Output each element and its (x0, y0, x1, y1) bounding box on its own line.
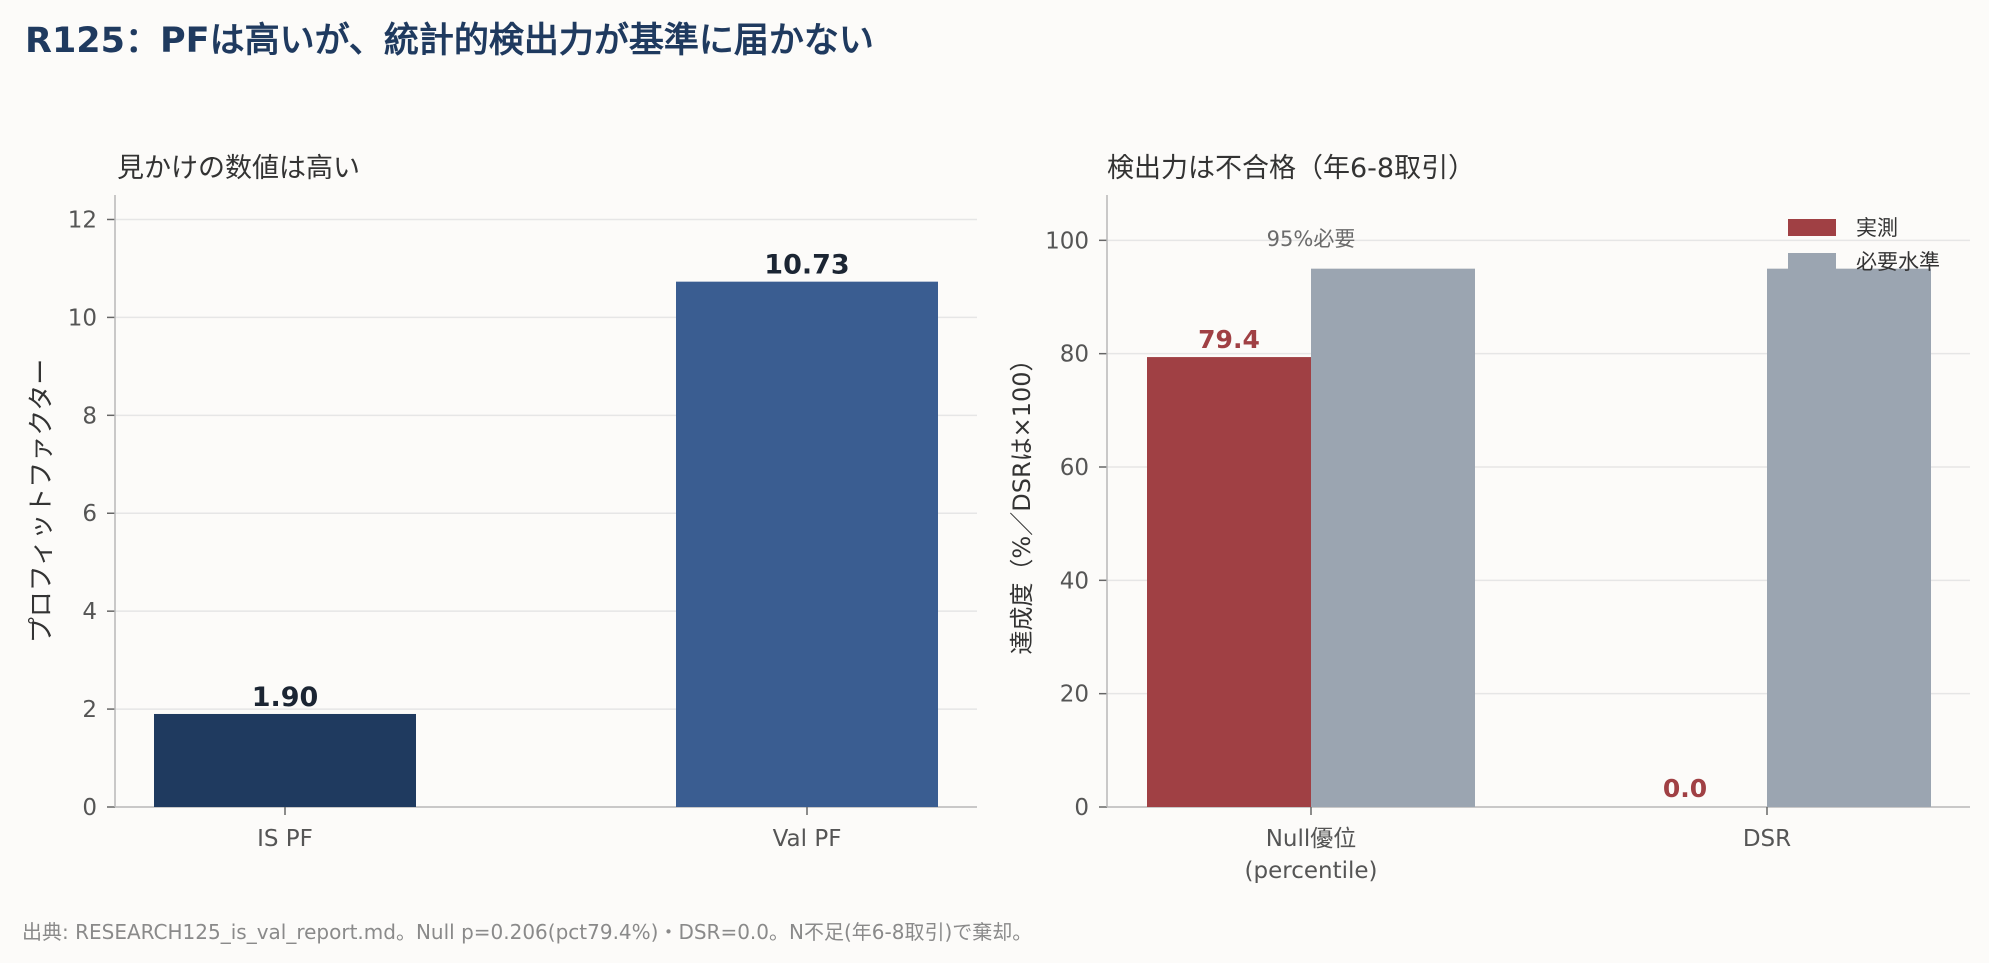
required-annotation: 95%必要 (1267, 227, 1356, 251)
right-ytick-label: 100 (1045, 228, 1089, 254)
left-y-axis-label: プロフィットファクター (27, 359, 57, 643)
legend-label-required: 必要水準 (1856, 250, 1940, 274)
left-xtick-label: IS PF (257, 826, 313, 852)
left-bar-val-pf (676, 281, 938, 808)
right-y-axis-label: 達成度（%／DSRは×100） (1008, 347, 1036, 654)
left-ytick-label: 4 (82, 599, 97, 625)
right-ytick-label: 20 (1060, 682, 1089, 708)
left-ytick-label: 10 (68, 305, 97, 331)
left-xtick-label: Val PF (773, 826, 842, 852)
right-ytick-label: 0 (1074, 795, 1089, 821)
left-ytick-label: 0 (82, 795, 97, 821)
left-bar-is-pf (154, 713, 416, 807)
right-xtick-label: (percentile) (1245, 858, 1378, 884)
legend-swatch-required (1788, 253, 1836, 270)
left-bar-value-label: 10.73 (764, 250, 849, 281)
left-chart-title: 見かけの数値は高い (117, 153, 360, 184)
right-ytick-label: 60 (1060, 455, 1089, 481)
left-bar-value-label: 1.90 (252, 682, 319, 713)
left-ytick-label: 6 (82, 501, 97, 527)
right-ytick-label: 40 (1060, 568, 1089, 594)
legend-swatch-measured (1788, 219, 1836, 236)
right-bar-measured (1147, 357, 1311, 807)
legend-label-measured: 実測 (1856, 216, 1898, 240)
source-footnote: 出典: RESEARCH125_is_val_report.md。Null p=… (22, 920, 1033, 944)
right-bar-required (1767, 268, 1931, 808)
right-xtick-label: Null優位 (1266, 826, 1357, 852)
right-bar-measured-value-label: 0.0 (1663, 774, 1707, 803)
left-ytick-label: 8 (82, 403, 97, 429)
right-ytick-label: 80 (1060, 342, 1089, 368)
figure-title: R125：PFは高いが、統計的検出力が基準に届かない (25, 21, 874, 61)
right-xtick-label: DSR (1743, 826, 1791, 852)
right-bar-required (1311, 268, 1475, 808)
right-chart-title: 検出力は不合格（年6-8取引） (1107, 153, 1475, 184)
left-ytick-label: 12 (68, 207, 97, 233)
right-bar-measured-value-label: 79.4 (1198, 325, 1260, 354)
left-ytick-label: 2 (82, 697, 97, 723)
